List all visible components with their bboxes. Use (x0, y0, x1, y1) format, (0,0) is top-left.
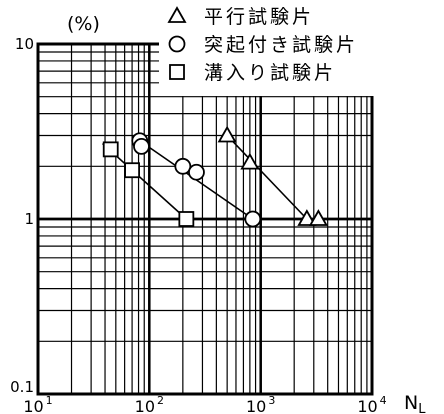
data-point-triangle (217, 125, 237, 143)
legend-marker-circle (168, 35, 186, 53)
x-axis-label: NL (404, 392, 426, 414)
x-tick-label: 10 2 (135, 394, 164, 414)
data-point-square (178, 211, 195, 227)
trend-line (226, 134, 308, 220)
x-axis-label-sub: L (418, 402, 426, 414)
y-axis-label: (%) (67, 13, 100, 35)
legend-label: 平行試験片 (204, 6, 314, 28)
y-tick-label: 10 (15, 35, 34, 53)
x-tick-label: 10 4 (357, 394, 386, 414)
legend-marker-square (169, 64, 185, 80)
x-tick-exponent: 3 (268, 394, 275, 407)
data-point-circle (174, 157, 192, 175)
data-point-square (102, 141, 119, 158)
legend-label: 突起付き試験片 (204, 34, 358, 56)
data-point-triangle (240, 152, 260, 170)
x-tick-exponent: 4 (380, 394, 387, 407)
legend-marker-triangle (167, 6, 187, 23)
y-tick-label: 1 (24, 210, 34, 228)
x-tick-label: 10 1 (23, 394, 52, 414)
legend-label: 溝入り試験片 (204, 62, 336, 84)
data-point-circle (188, 163, 205, 181)
x-tick-exponent: 1 (46, 394, 53, 407)
data-point-circle (244, 210, 262, 228)
data-point-circle (133, 137, 150, 155)
x-tick-base: 10 (23, 397, 43, 414)
x-tick-base: 10 (357, 397, 377, 414)
x-axis-label-main: N (404, 392, 418, 414)
data-point-square (124, 162, 140, 179)
data-point-triangle (297, 209, 317, 226)
data-point-triangle (308, 209, 328, 226)
x-tick-label: 10 3 (246, 394, 275, 414)
x-tick-exponent: 2 (157, 394, 164, 407)
y-tick-label: 0.1 (10, 378, 34, 396)
x-tick-base: 10 (246, 397, 266, 414)
data-markers (102, 125, 328, 228)
x-tick-base: 10 (135, 397, 155, 414)
legend-box (159, 2, 395, 96)
